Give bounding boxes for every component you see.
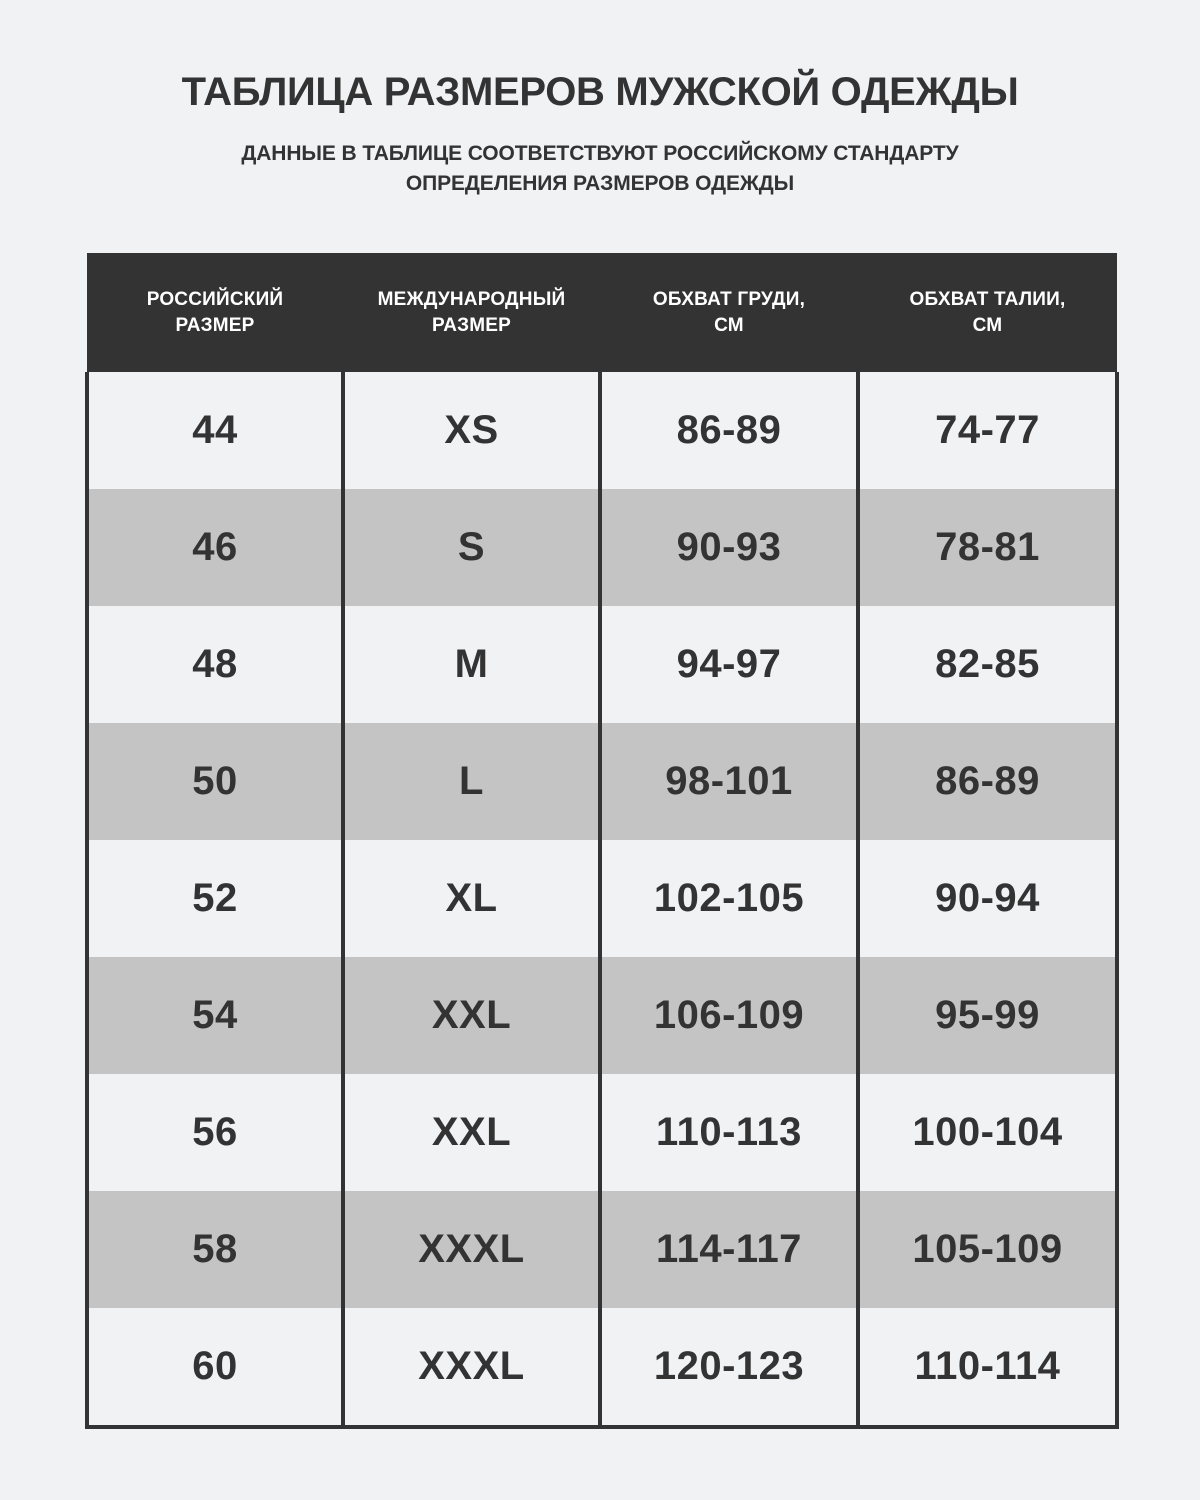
table-header: РОССИЙСКИЙ РАЗМЕР МЕЖДУНАРОДНЫЙ РАЗМЕР О… <box>87 253 1117 372</box>
cell-chest: 90-93 <box>600 489 860 606</box>
cell-international-size: XXL <box>343 1074 602 1191</box>
cell-waist: 82-85 <box>858 606 1119 723</box>
size-table: РОССИЙСКИЙ РАЗМЕР МЕЖДУНАРОДНЫЙ РАЗМЕР О… <box>85 253 1119 1429</box>
cell-russian-size: 54 <box>85 957 345 1074</box>
column-header-international-size-line-2: РАЗМЕР <box>432 314 511 336</box>
cell-chest: 110-113 <box>600 1074 860 1191</box>
cell-russian-size: 52 <box>85 840 345 957</box>
cell-russian-size: 58 <box>85 1191 345 1308</box>
cell-international-size: XL <box>343 840 602 957</box>
cell-russian-size: 44 <box>85 372 345 489</box>
cell-chest: 106-109 <box>600 957 860 1074</box>
table-header-row: РОССИЙСКИЙ РАЗМЕР МЕЖДУНАРОДНЫЙ РАЗМЕР О… <box>87 253 1117 372</box>
table-body: 44 XS 86-89 74-77 46 S 90-93 78-81 48 M 94-97 82-85… <box>85 372 1119 1429</box>
cell-russian-size: 60 <box>85 1308 345 1429</box>
column-header-russian-size-line-2: РАЗМЕР <box>175 314 255 336</box>
table-row: 48 M 94-97 82-85 <box>85 606 1119 723</box>
column-header-chest: ОБХВАТ ГРУДИ, СМ <box>600 253 858 372</box>
column-header-international-size-line-1: МЕЖДУНАРОДНЫЙ <box>377 289 566 311</box>
cell-waist: 110-114 <box>858 1308 1119 1429</box>
page-subtitle-line-2: ОПРЕДЕЛЕНИЯ РАЗМЕРОВ ОДЕЖДЫ <box>405 171 795 195</box>
cell-waist: 78-81 <box>858 489 1119 606</box>
cell-waist: 95-99 <box>858 957 1119 1074</box>
cell-international-size: XXXL <box>343 1191 602 1308</box>
table-row: 44 XS 86-89 74-77 <box>85 372 1119 489</box>
cell-waist: 74-77 <box>858 372 1119 489</box>
cell-russian-size: 50 <box>85 723 345 840</box>
cell-russian-size: 48 <box>85 606 345 723</box>
cell-chest: 86-89 <box>600 372 860 489</box>
page-subtitle: ДАННЫЕ В ТАБЛИЦЕ СООТВЕТСТВУЮТ РОССИЙСКО… <box>0 139 1200 199</box>
column-header-waist-line-1: ОБХВАТ ТАЛИИ, <box>909 289 1066 311</box>
cell-chest: 94-97 <box>600 606 860 723</box>
cell-waist: 86-89 <box>858 723 1119 840</box>
cell-chest: 102-105 <box>600 840 860 957</box>
cell-international-size: S <box>343 489 602 606</box>
cell-international-size: XXL <box>343 957 602 1074</box>
column-header-chest-line-1: ОБХВАТ ГРУДИ, <box>652 289 806 311</box>
cell-chest: 120-123 <box>600 1308 860 1429</box>
column-header-russian-size-line-1: РОССИЙСКИЙ <box>146 289 284 311</box>
cell-chest: 114-117 <box>600 1191 860 1308</box>
cell-waist: 100-104 <box>858 1074 1119 1191</box>
cell-international-size: XS <box>343 372 602 489</box>
column-header-international-size: МЕЖДУНАРОДНЫЙ РАЗМЕР <box>343 253 600 372</box>
cell-russian-size: 56 <box>85 1074 345 1191</box>
table-row: 50 L 98-101 86-89 <box>85 723 1119 840</box>
cell-chest: 98-101 <box>600 723 860 840</box>
cell-international-size: M <box>343 606 602 723</box>
column-header-chest-line-2: СМ <box>714 314 744 336</box>
cell-waist: 105-109 <box>858 1191 1119 1308</box>
cell-international-size: L <box>343 723 602 840</box>
column-header-waist-line-2: СМ <box>972 314 1003 336</box>
table-row: 58 XXXL 114-117 105-109 <box>85 1191 1119 1308</box>
table-row: 46 S 90-93 78-81 <box>85 489 1119 606</box>
page-subtitle-line-1: ДАННЫЕ В ТАБЛИЦЕ СООТВЕТСТВУЮТ РОССИЙСКО… <box>241 141 959 165</box>
size-table-container: РОССИЙСКИЙ РАЗМЕР МЕЖДУНАРОДНЫЙ РАЗМЕР О… <box>85 253 1119 1429</box>
table-row: 56 XXL 110-113 100-104 <box>85 1074 1119 1191</box>
cell-waist: 90-94 <box>858 840 1119 957</box>
table-row: 54 XXL 106-109 95-99 <box>85 957 1119 1074</box>
cell-russian-size: 46 <box>85 489 345 606</box>
table-row: 60 XXXL 120-123 110-114 <box>85 1308 1119 1429</box>
table-row: 52 XL 102-105 90-94 <box>85 840 1119 957</box>
cell-international-size: XXXL <box>343 1308 602 1429</box>
page-title: ТАБЛИЦА РАЗМЕРОВ МУЖСКОЙ ОДЕЖДЫ <box>181 70 1019 114</box>
column-header-russian-size: РОССИЙСКИЙ РАЗМЕР <box>87 253 343 372</box>
column-header-waist: ОБХВАТ ТАЛИИ, СМ <box>858 253 1117 372</box>
heading-block: ТАБЛИЦА РАЗМЕРОВ МУЖСКОЙ ОДЕЖДЫ ДАННЫЕ В… <box>0 0 1200 198</box>
